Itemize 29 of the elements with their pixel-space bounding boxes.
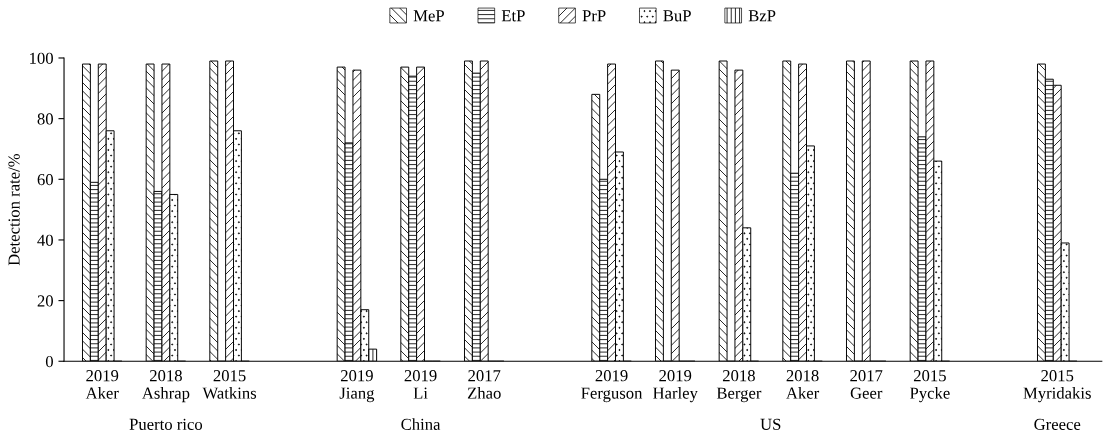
y-tick-label: 20 — [37, 295, 53, 307]
x-tick-label: 2019 Ferguson — [581, 370, 643, 403]
legend-label: PrP — [582, 10, 606, 22]
x-tick-label: 2019 Li — [404, 370, 437, 399]
x-tick-label: 2017 Geer — [850, 370, 883, 399]
y-tick-label: 80 — [37, 113, 53, 125]
text: US — [760, 418, 781, 430]
y-tick-label: 40 — [37, 234, 53, 246]
x-tick-label: 2018 Ashrap — [141, 370, 190, 403]
x-tick-label: 2019 Aker — [85, 370, 119, 399]
x-tick-label: 2017 Zhao — [467, 370, 501, 399]
x-tick-label: 2018 Berger — [716, 370, 762, 403]
x-tick-label: 2015 Myridakis — [1023, 370, 1091, 403]
text: Puerto rico — [129, 418, 203, 430]
legend-label: MeP — [413, 10, 444, 22]
y-axis-title: Detection rate/% — [8, 153, 20, 266]
y-tick-label: 0 — [45, 355, 53, 368]
y-tick-label: 100 — [30, 52, 53, 64]
legend-label: BuP — [663, 10, 691, 22]
text: Greece — [1034, 418, 1081, 430]
text: China — [401, 418, 441, 430]
x-tick-label: 2019 Harley — [653, 370, 698, 403]
x-tick-label: 2019 Jiang — [339, 370, 375, 403]
legend-label: BzP — [748, 10, 776, 22]
x-tick-label: 2015 Watkins — [202, 370, 257, 399]
legend-label: EtP — [501, 10, 525, 22]
x-tick-label: 2018 Aker — [786, 370, 820, 399]
y-tick-label: 60 — [37, 173, 53, 186]
x-tick-label: 2015 Pycke — [910, 370, 950, 403]
